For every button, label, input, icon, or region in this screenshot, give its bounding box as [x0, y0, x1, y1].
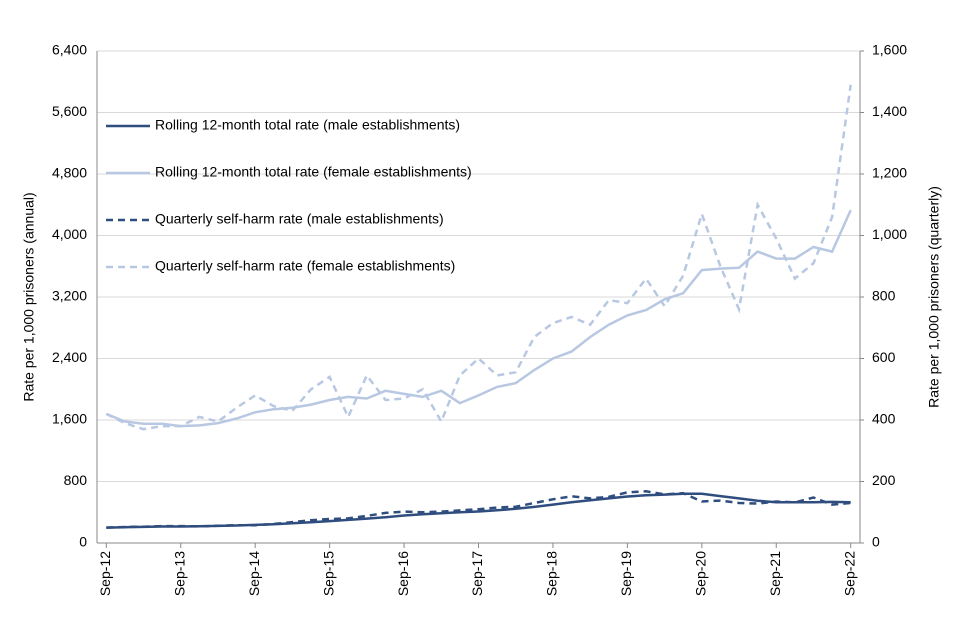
y2-tick-label: 600 [872, 349, 896, 365]
x-tick-label: Sep-20 [693, 551, 709, 596]
series-line [106, 490, 851, 529]
y2-tick-label: 1,600 [872, 42, 907, 58]
y-tick-label: 0 [79, 534, 87, 550]
series-line [105, 209, 852, 428]
y-tick-label: 3,200 [52, 288, 87, 304]
y-tick-label: 800 [64, 472, 88, 488]
y-tick-label: 1,600 [52, 411, 87, 427]
legend-label: Rolling 12-month total rate (male establ… [155, 117, 460, 133]
legend-label: Quarterly self-harm rate (female establi… [155, 258, 455, 274]
y2-axis-label: Rate per 1,000 prisoners (quarterly) [926, 186, 942, 408]
x-tick-label: Sep-19 [618, 551, 634, 596]
series-line [105, 84, 852, 431]
x-tick-label: Sep-22 [841, 551, 857, 596]
x-tick-label: Sep-16 [395, 551, 411, 596]
y-tick-label: 5,600 [52, 103, 87, 119]
legend-label: Rolling 12-month total rate (female esta… [155, 164, 472, 180]
y-tick-label: 4,000 [52, 226, 87, 242]
y2-tick-label: 400 [872, 411, 896, 427]
x-tick-label: Sep-15 [320, 551, 336, 596]
y2-tick-label: 200 [872, 472, 896, 488]
y-tick-label: 4,800 [52, 165, 87, 181]
x-tick-label: Sep-18 [544, 551, 560, 596]
x-tick-label: Sep-14 [246, 551, 262, 596]
y2-tick-label: 0 [872, 534, 880, 550]
y-axis-label: Rate per 1,000 prisoners (annual) [21, 192, 37, 401]
x-tick-label: Sep-12 [97, 551, 113, 596]
y2-tick-label: 1,200 [872, 165, 907, 181]
y2-tick-label: 1,400 [872, 103, 907, 119]
series-line [106, 492, 851, 529]
y2-tick-label: 800 [872, 288, 896, 304]
x-tick-label: Sep-17 [469, 551, 485, 596]
y2-tick-label: 1,000 [872, 226, 907, 242]
y-tick-label: 2,400 [52, 349, 87, 365]
x-tick-label: Sep-13 [171, 551, 187, 596]
x-tick-label: Sep-21 [767, 551, 783, 596]
y-tick-label: 6,400 [52, 42, 87, 58]
legend-label: Quarterly self-harm rate (male establish… [155, 211, 444, 227]
